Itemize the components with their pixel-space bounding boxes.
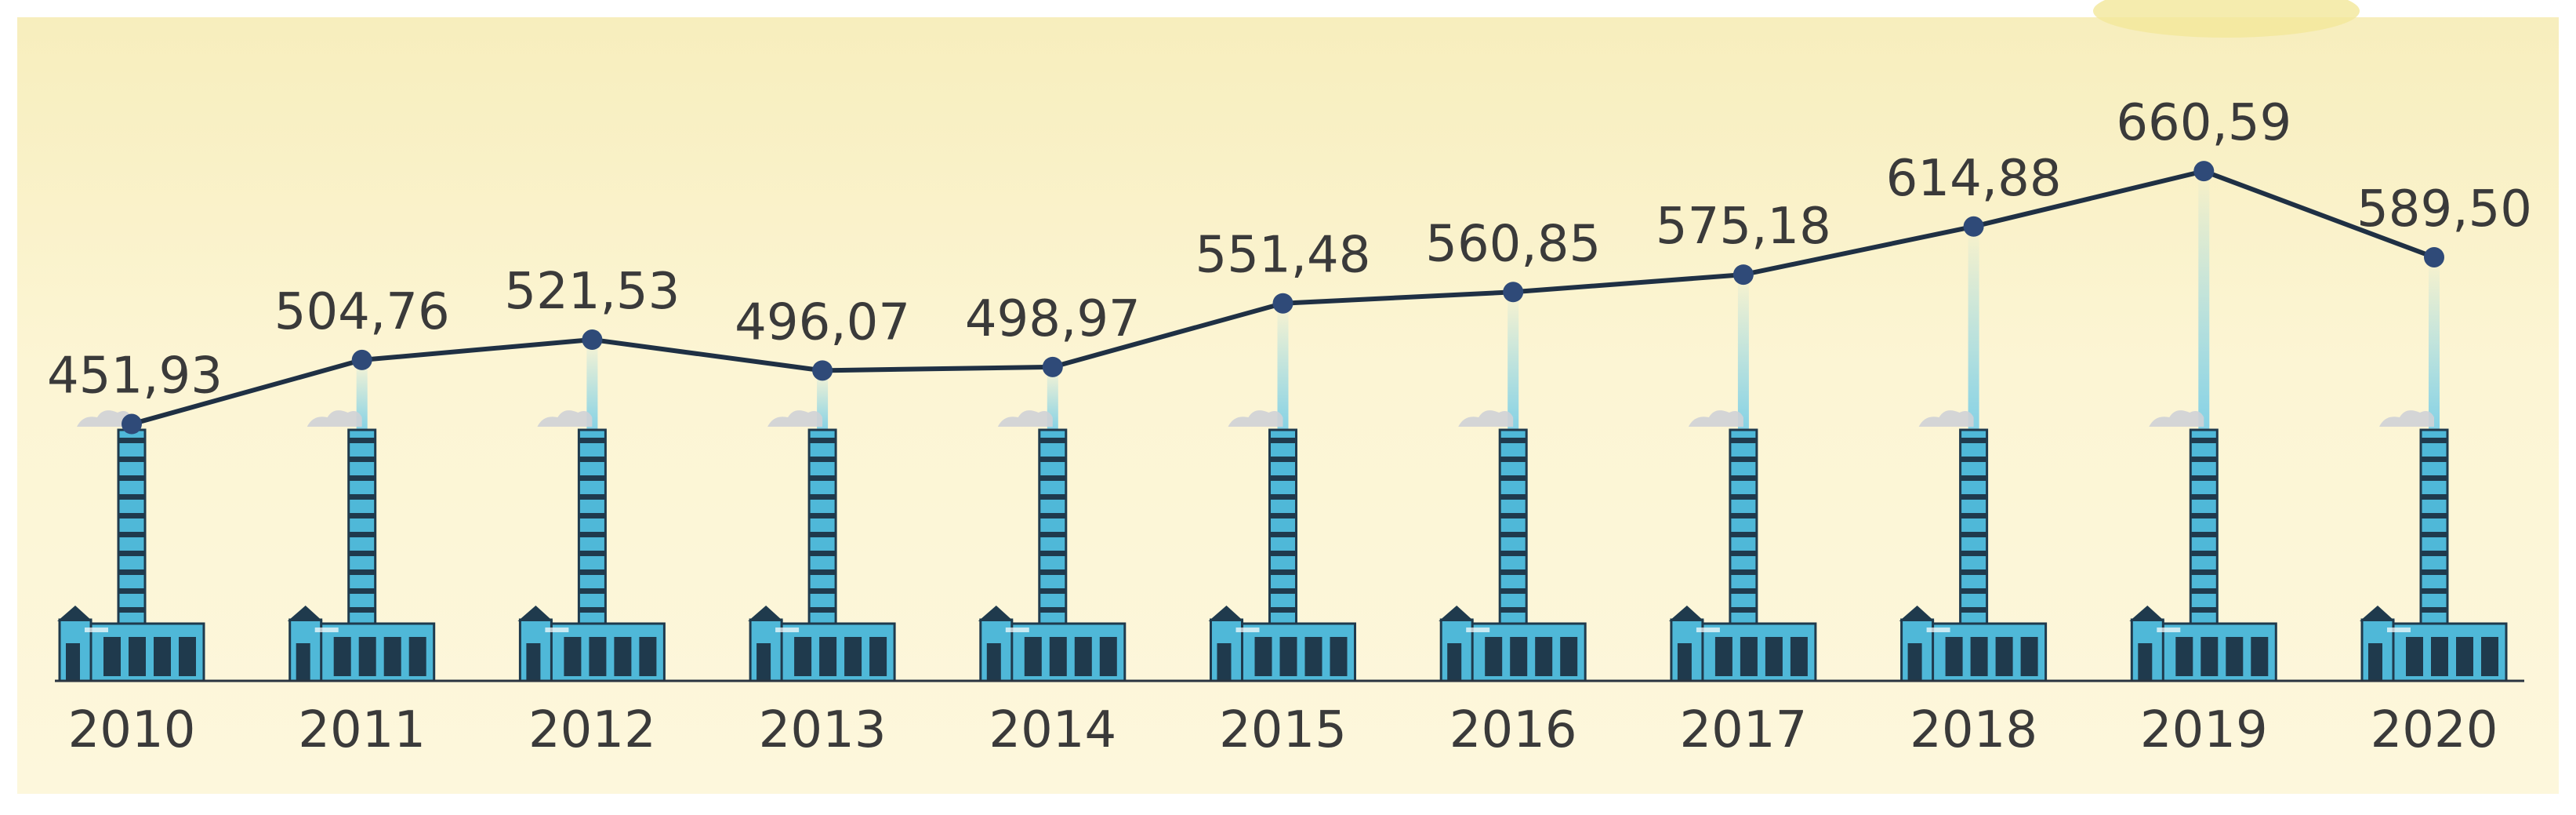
data-label: 521,53 <box>504 263 680 321</box>
data-label: 451,93 <box>47 347 223 406</box>
data-point <box>582 329 603 351</box>
light-beam <box>1737 275 1749 430</box>
factory-chimney-icon <box>1899 428 2048 682</box>
x-tick-label: 2016 <box>1449 701 1577 759</box>
x-tick-label: 2010 <box>68 701 196 759</box>
x-tick-label: 2020 <box>2371 701 2498 759</box>
smoke-icon <box>1228 410 1283 427</box>
factory-chimney-icon <box>517 428 666 682</box>
factory-chimney-icon <box>287 428 436 682</box>
data-label: 496,07 <box>735 293 910 351</box>
x-tick-label: 2019 <box>2140 701 2268 759</box>
data-point <box>1503 282 1524 303</box>
data-point <box>812 360 833 381</box>
data-point <box>2424 246 2444 267</box>
data-point <box>2193 161 2215 182</box>
x-tick-label: 2018 <box>1910 701 2037 759</box>
x-tick-label: 2015 <box>1219 701 1347 759</box>
smoke-icon <box>767 410 823 427</box>
x-tick-label: 2013 <box>759 701 887 759</box>
smoke-icon <box>307 410 362 427</box>
factory-chimney-icon <box>2360 428 2508 682</box>
factory-chimney-icon <box>2129 428 2277 682</box>
sun-glow <box>2093 0 2360 38</box>
factory-chimney-icon <box>748 428 896 682</box>
data-point <box>1732 264 1754 286</box>
light-beam <box>1508 292 1519 430</box>
factory-chimney-icon <box>1668 428 1817 682</box>
x-tick-label: 2017 <box>1679 701 1807 759</box>
light-beam <box>586 340 598 430</box>
data-label: 575,18 <box>1656 198 1831 256</box>
data-label: 504,76 <box>274 283 450 341</box>
x-tick-label: 2012 <box>528 701 656 759</box>
data-label: 551,48 <box>1195 227 1371 285</box>
smoke-icon <box>2379 410 2434 427</box>
smoke-icon <box>2149 410 2204 427</box>
data-label: 589,50 <box>2356 180 2532 238</box>
data-point <box>1042 356 1063 377</box>
smoke-icon <box>537 410 593 427</box>
smoke-icon <box>1918 410 1974 427</box>
factory-chimney-icon <box>1439 428 1587 682</box>
smoke-icon <box>77 410 132 427</box>
light-beam <box>356 359 368 430</box>
data-label: 498,97 <box>965 290 1141 348</box>
smoke-icon <box>1458 410 1514 427</box>
data-point <box>122 413 142 435</box>
x-tick-label: 2011 <box>298 701 426 759</box>
data-point <box>1963 216 1984 237</box>
x-tick-label: 2014 <box>989 701 1116 759</box>
light-beam <box>2429 257 2440 430</box>
data-point <box>1272 293 1293 314</box>
factory-chimney-icon <box>1208 428 1356 682</box>
smoke-icon <box>997 410 1053 427</box>
light-beam <box>1968 226 1979 430</box>
light-beam <box>2198 171 2210 430</box>
data-label: 614,88 <box>1886 150 2062 208</box>
light-beam <box>1277 303 1289 430</box>
data-label: 660,59 <box>2116 94 2291 152</box>
smoke-icon <box>1688 410 1743 427</box>
data-point <box>351 349 372 370</box>
data-label: 560,85 <box>1425 215 1601 273</box>
